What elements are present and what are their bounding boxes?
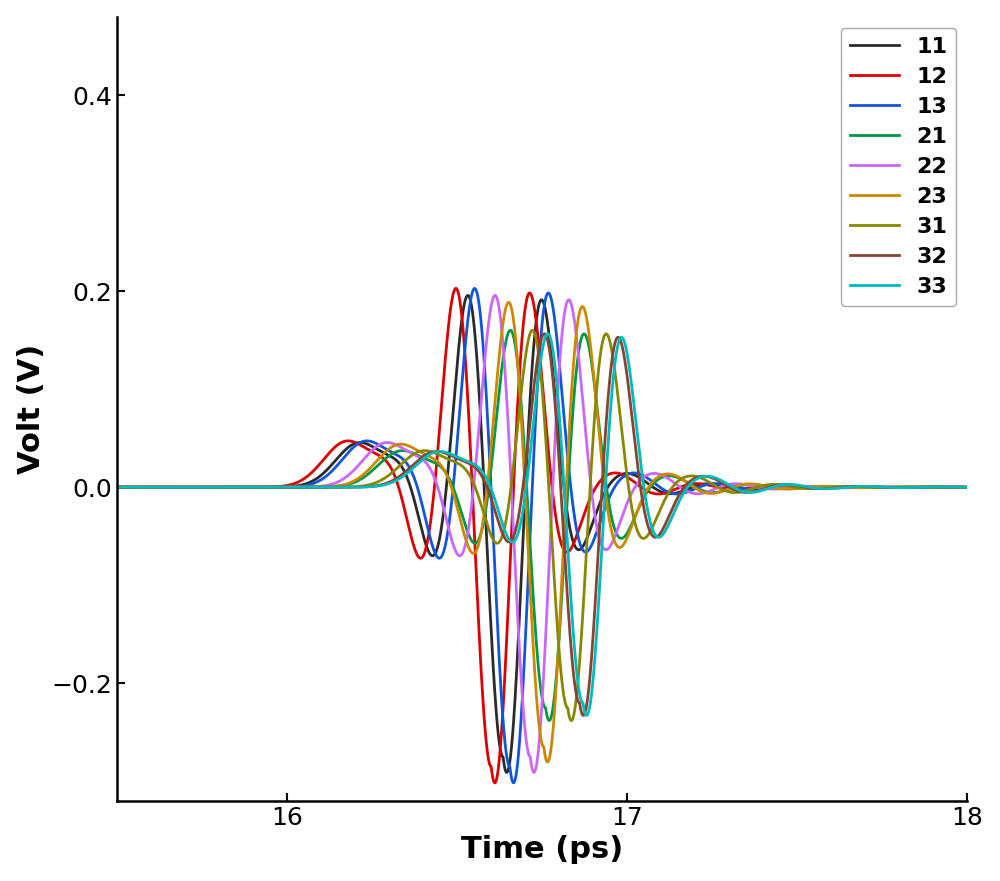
11 — [827, 482, 839, 492]
13 — [43, 482, 55, 492]
13 — [775, 481, 787, 492]
33 — [827, 483, 839, 493]
31 — [775, 479, 787, 490]
X-axis label: Time (ps): Time (ps) — [461, 835, 623, 864]
31 — [93, 482, 105, 492]
11 — [775, 481, 787, 492]
13 — [627, 468, 639, 478]
11 — [462, 290, 474, 300]
21 — [43, 482, 55, 492]
13 — [508, 778, 520, 788]
12 — [775, 481, 787, 492]
22 — [93, 482, 105, 492]
32 — [538, 329, 550, 339]
33 — [670, 503, 682, 514]
31 — [670, 478, 682, 488]
13 — [670, 489, 682, 500]
11 — [627, 470, 639, 480]
32 — [577, 710, 589, 721]
32 — [775, 479, 787, 490]
13 — [400, 457, 412, 468]
12 — [43, 482, 55, 492]
12 — [400, 510, 412, 521]
12 — [489, 778, 501, 788]
32 — [93, 482, 105, 492]
22 — [827, 482, 839, 492]
21 — [543, 715, 555, 726]
23 — [43, 482, 55, 492]
31 — [565, 715, 577, 726]
11 — [93, 482, 105, 492]
21 — [775, 483, 787, 493]
23 — [775, 484, 787, 494]
22 — [43, 482, 55, 492]
31 — [627, 508, 639, 519]
23 — [542, 757, 554, 767]
Line: 22: 22 — [49, 295, 1000, 773]
Line: 13: 13 — [49, 288, 1000, 783]
21 — [627, 516, 639, 527]
Line: 23: 23 — [49, 302, 1000, 762]
13 — [469, 283, 481, 293]
13 — [93, 482, 105, 492]
23 — [93, 482, 105, 492]
21 — [827, 481, 839, 492]
22 — [528, 767, 540, 778]
22 — [775, 484, 787, 494]
33 — [627, 390, 639, 401]
11 — [501, 767, 513, 778]
21 — [670, 471, 682, 482]
Line: 33: 33 — [49, 334, 1000, 715]
32 — [400, 466, 412, 477]
Line: 31: 31 — [49, 330, 1000, 721]
32 — [670, 496, 682, 507]
31 — [400, 455, 412, 465]
22 — [400, 445, 412, 455]
32 — [827, 483, 839, 493]
12 — [450, 283, 462, 293]
11 — [400, 470, 412, 480]
22 — [627, 485, 639, 496]
13 — [827, 483, 839, 493]
Y-axis label: Volt (V): Volt (V) — [17, 344, 46, 474]
21 — [504, 325, 516, 336]
12 — [670, 484, 682, 494]
33 — [542, 329, 554, 339]
22 — [489, 290, 501, 300]
12 — [627, 476, 639, 486]
22 — [670, 478, 682, 489]
23 — [827, 481, 839, 492]
31 — [43, 482, 55, 492]
21 — [93, 482, 105, 492]
Line: 32: 32 — [49, 334, 1000, 715]
33 — [400, 469, 412, 479]
Line: 12: 12 — [49, 288, 1000, 783]
Line: 11: 11 — [49, 295, 1000, 773]
11 — [43, 482, 55, 492]
23 — [503, 297, 515, 307]
12 — [93, 482, 105, 492]
Legend: 11, 12, 13, 21, 22, 23, 31, 32, 33: 11, 12, 13, 21, 22, 23, 31, 32, 33 — [841, 28, 956, 306]
31 — [827, 482, 839, 492]
33 — [581, 710, 593, 721]
12 — [827, 482, 839, 492]
31 — [526, 325, 538, 336]
21 — [400, 446, 412, 456]
11 — [670, 488, 682, 499]
32 — [627, 420, 639, 431]
32 — [43, 482, 55, 492]
33 — [775, 480, 787, 491]
33 — [43, 482, 55, 492]
Line: 21: 21 — [49, 330, 1000, 721]
23 — [400, 440, 412, 450]
23 — [670, 470, 682, 481]
23 — [627, 518, 639, 529]
33 — [93, 482, 105, 492]
